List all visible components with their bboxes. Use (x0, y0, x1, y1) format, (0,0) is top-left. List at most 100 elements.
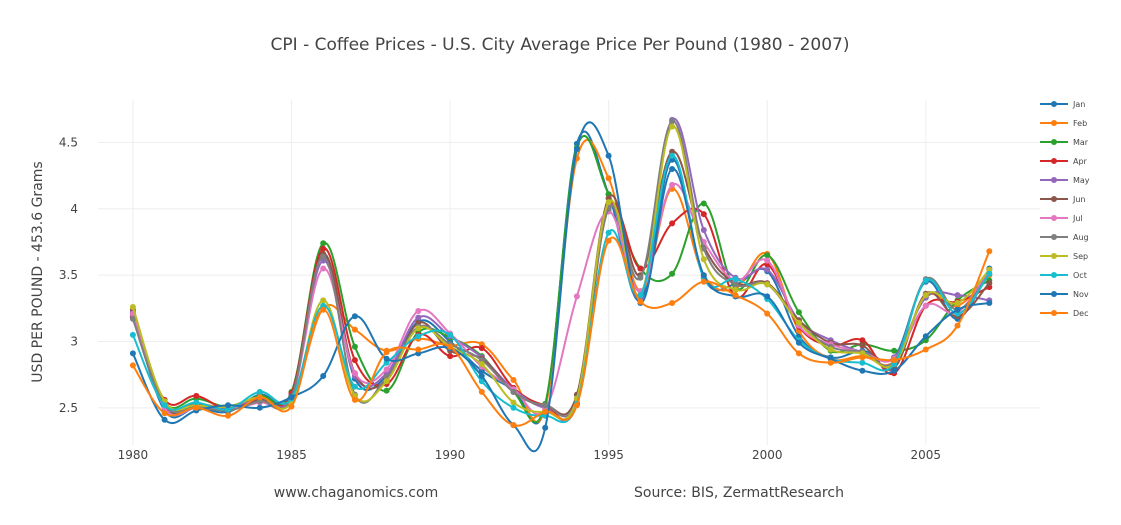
data-point (320, 306, 327, 313)
data-point (415, 346, 422, 353)
data-point (891, 347, 898, 354)
legend-swatch-marker (1051, 120, 1057, 126)
data-point (225, 402, 231, 409)
data-point (795, 350, 802, 357)
data-point (795, 339, 802, 346)
data-point (478, 388, 485, 395)
data-point (288, 403, 295, 410)
chart-title: CPI - Coffee Prices - U.S. City Average … (271, 35, 850, 55)
legend-label: Jun (1072, 195, 1086, 204)
legend-swatch-marker (1051, 139, 1057, 145)
data-point (986, 300, 993, 306)
data-point (542, 424, 549, 431)
data-point (764, 252, 771, 259)
data-point (669, 270, 676, 277)
data-point (129, 331, 136, 338)
data-point (573, 402, 580, 409)
series-lines (129, 116, 993, 453)
data-point (351, 370, 358, 377)
data-point (320, 297, 327, 304)
data-point (478, 345, 485, 352)
x-tick-label: 1990 (435, 448, 466, 462)
data-point (383, 349, 390, 356)
data-point (795, 319, 802, 326)
data-point (732, 286, 739, 293)
data-point (542, 408, 549, 415)
legend-item-mar[interactable]: Mar (1040, 138, 1089, 147)
data-point (447, 331, 454, 338)
data-point (383, 355, 390, 362)
legend-item-jun[interactable]: Jun (1040, 195, 1086, 204)
data-point (383, 378, 390, 385)
legend-swatch-marker (1051, 101, 1057, 107)
data-point (637, 292, 644, 299)
data-point (954, 322, 961, 329)
legend-item-jul[interactable]: Jul (1040, 214, 1083, 223)
legend-swatch-marker (1051, 158, 1057, 164)
data-point (351, 396, 358, 403)
data-point (129, 315, 136, 322)
data-point (415, 325, 422, 332)
series-dec (129, 236, 993, 429)
legend-label: Feb (1073, 119, 1087, 128)
data-point (288, 394, 295, 401)
data-point (320, 245, 327, 252)
legend-item-jan[interactable]: Jan (1040, 100, 1085, 109)
data-point (859, 342, 866, 349)
legend-swatch-marker (1051, 234, 1057, 240)
data-point (383, 387, 390, 394)
data-point (351, 326, 358, 333)
data-point (669, 220, 676, 227)
data-point (700, 200, 707, 207)
data-point (320, 240, 327, 247)
data-point (827, 359, 834, 366)
legend-swatch-marker (1051, 196, 1057, 202)
data-point (732, 276, 739, 283)
data-point (764, 310, 771, 317)
data-point (320, 373, 327, 379)
data-point (256, 394, 263, 401)
data-point (764, 281, 771, 288)
data-point (573, 146, 580, 153)
data-point (510, 399, 517, 406)
legend-item-oct[interactable]: Oct (1040, 271, 1087, 280)
legend-item-nov[interactable]: Nov (1040, 290, 1089, 299)
data-point (478, 373, 485, 379)
data-point (605, 175, 612, 182)
x-tick-label: 2005 (911, 448, 942, 462)
data-point (859, 367, 866, 374)
data-point (669, 181, 676, 188)
x-tick-label: 2000 (752, 448, 783, 462)
data-point (351, 357, 358, 364)
data-point (415, 308, 422, 314)
data-point (637, 298, 644, 305)
legend-swatch-marker (1051, 291, 1057, 297)
data-point (669, 123, 676, 130)
data-point (637, 274, 644, 281)
data-point (510, 404, 517, 411)
data-point (700, 227, 707, 233)
legend-item-sep[interactable]: Sep (1040, 252, 1088, 261)
data-point (795, 309, 802, 316)
legend-item-may[interactable]: May (1040, 176, 1090, 185)
series-line (132, 236, 991, 427)
data-point (129, 304, 136, 310)
series-apr (129, 202, 993, 422)
data-point (478, 378, 485, 385)
legend-item-dec[interactable]: Dec (1040, 309, 1088, 318)
data-point (256, 404, 263, 411)
data-point (700, 278, 707, 285)
data-point (605, 152, 612, 159)
data-point (669, 300, 676, 306)
data-point (637, 265, 644, 272)
data-point (478, 361, 485, 368)
data-point (605, 199, 612, 206)
series-line (131, 182, 991, 417)
y-tick-label: 3 (70, 335, 78, 349)
legend-item-apr[interactable]: Apr (1040, 157, 1088, 166)
legend-item-feb[interactable]: Feb (1040, 119, 1087, 128)
y-tick-label: 4.5 (59, 135, 78, 149)
legend-item-aug[interactable]: Aug (1040, 233, 1089, 242)
data-point (954, 306, 961, 313)
series-line (131, 202, 990, 422)
